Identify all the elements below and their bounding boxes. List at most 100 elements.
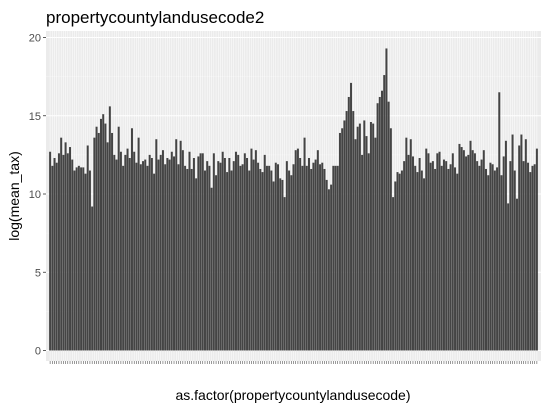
bar	[345, 111, 348, 351]
bar	[290, 175, 293, 351]
bar	[303, 137, 306, 351]
bar	[363, 120, 366, 351]
bar	[115, 159, 118, 351]
bar	[139, 164, 142, 351]
bar	[186, 168, 189, 351]
chart-title: propertycountylandusecode2	[46, 8, 264, 27]
bar	[372, 123, 375, 351]
bar	[425, 148, 428, 351]
bar	[55, 162, 58, 351]
y-tick-label: 5	[35, 267, 41, 279]
bar	[489, 162, 492, 351]
bar	[88, 170, 91, 351]
bar	[104, 123, 107, 351]
bar	[86, 145, 89, 351]
bar	[334, 165, 337, 351]
bar	[128, 158, 131, 351]
bar	[175, 139, 178, 351]
bar	[265, 165, 268, 351]
bar	[416, 172, 419, 351]
bar	[513, 170, 516, 351]
bar	[358, 123, 361, 351]
bar	[411, 156, 414, 351]
bar	[438, 151, 441, 351]
bar	[361, 154, 364, 351]
bar	[460, 147, 463, 351]
bar	[288, 170, 291, 351]
bar	[124, 154, 127, 351]
bar	[387, 101, 390, 351]
bar	[434, 168, 437, 351]
bar	[170, 151, 173, 351]
bar	[407, 154, 410, 351]
bar	[232, 161, 235, 351]
bars	[49, 48, 538, 351]
bar	[192, 158, 195, 351]
bar	[396, 172, 399, 351]
bar	[203, 170, 206, 351]
bar	[77, 165, 80, 351]
bar	[135, 162, 138, 351]
bar	[431, 161, 434, 351]
bar	[252, 159, 255, 351]
bar	[239, 165, 242, 351]
bar	[51, 165, 54, 351]
bar	[195, 178, 198, 351]
bar	[49, 151, 52, 351]
bar	[57, 153, 60, 351]
bar	[277, 164, 280, 351]
bar	[64, 142, 67, 351]
bar	[237, 154, 240, 351]
bar	[212, 153, 215, 351]
bar	[292, 164, 295, 351]
bar	[184, 165, 187, 351]
bar	[248, 170, 251, 351]
bar	[350, 82, 353, 351]
bar	[113, 154, 116, 351]
bar	[274, 162, 277, 351]
bar	[469, 140, 472, 351]
bar	[511, 134, 514, 351]
bar	[301, 165, 304, 351]
bar	[257, 162, 260, 351]
bar	[60, 137, 63, 351]
bar	[454, 167, 457, 351]
bar	[356, 126, 359, 351]
bar	[102, 114, 105, 351]
bar	[228, 158, 231, 351]
bar	[243, 153, 246, 351]
bar	[261, 172, 264, 351]
bar	[480, 159, 483, 351]
bar	[509, 161, 512, 351]
bar	[259, 168, 262, 351]
bar	[405, 137, 408, 351]
bar	[400, 170, 403, 351]
bar	[533, 164, 536, 351]
bar	[164, 164, 167, 351]
bar	[493, 170, 496, 351]
bar	[305, 165, 308, 351]
bar	[93, 137, 96, 351]
y-tick-label: 15	[29, 111, 41, 123]
bar	[381, 90, 384, 351]
bar	[299, 158, 302, 351]
bar	[520, 134, 523, 351]
bar	[190, 168, 193, 351]
bar	[451, 153, 454, 351]
bar	[456, 173, 459, 351]
x-axis-ticks	[49, 361, 538, 364]
bar	[219, 162, 222, 351]
bar	[126, 148, 129, 351]
bar	[148, 154, 151, 351]
bar	[221, 151, 224, 351]
bar	[436, 153, 439, 351]
bar	[442, 159, 445, 351]
bar	[498, 92, 501, 351]
bar	[352, 111, 355, 351]
bar	[482, 150, 485, 351]
bar	[476, 161, 479, 351]
bar	[122, 165, 125, 351]
bar	[524, 139, 527, 351]
bar	[226, 172, 229, 351]
bar	[157, 159, 160, 351]
